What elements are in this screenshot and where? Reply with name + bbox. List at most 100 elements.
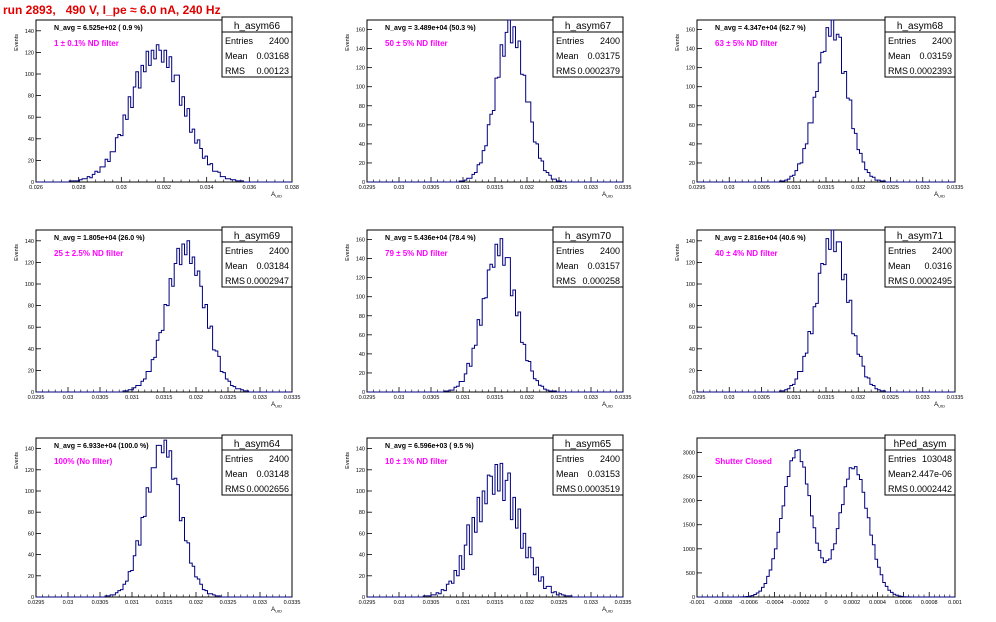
stats-box: h_asym71 Entries 2400 Mean 0.0316 RMS 0.000249…	[884, 226, 956, 288]
stat-value: 0.03184	[256, 261, 289, 271]
histogram-name: h_asym71	[897, 231, 944, 242]
y-tick-label: 140	[356, 447, 365, 453]
stat-value: 0.0003519	[577, 484, 620, 494]
stat-label: Mean	[556, 469, 579, 479]
navg-label: N_avg = 6.525e+02 ( 0.9 %)	[54, 25, 143, 32]
y-tick-label: 60	[28, 115, 34, 121]
x-tick-label: 0.0315	[156, 600, 173, 606]
x-tick-label: 0.0335	[615, 600, 632, 606]
x-tick-label: 0.031	[456, 395, 470, 401]
x-axis-label: AUID	[602, 192, 613, 199]
x-tick-label: 0.033	[584, 185, 598, 191]
stats-box-frame	[552, 16, 624, 78]
stat-label: Entries	[556, 246, 585, 256]
stat-label: Entries	[225, 246, 254, 256]
x-tick-label: 0.033	[916, 185, 930, 191]
filter-annotation: 10 ± 1% ND filter	[385, 457, 448, 466]
filter-annotation: 79 ± 5% ND filter	[385, 249, 448, 258]
x-axis-label: AUID	[271, 402, 282, 409]
x-axis-label: AUID	[271, 607, 282, 614]
stat-label: Mean	[888, 261, 911, 271]
stat-label: RMS	[888, 484, 908, 494]
stats-box-frame	[884, 434, 956, 496]
y-tick-label: 60	[359, 123, 365, 129]
histogram-line	[697, 229, 955, 393]
histogram-line	[36, 439, 292, 598]
histogram-line	[36, 240, 292, 393]
histogram-name: h_asym70	[565, 231, 612, 242]
y-axis-label: Events	[14, 452, 20, 469]
y-tick-label: 40	[359, 553, 365, 559]
y-axis-label: Events	[345, 34, 351, 51]
y-tick-label: 80	[689, 104, 695, 110]
stats-box: h_asym70 Entries 2400 Mean 0.03157 RMS 0.00025…	[552, 226, 624, 288]
stat-value: 2400	[600, 36, 620, 46]
y-axis-label: Events	[14, 34, 20, 51]
y-tick-label: 120	[686, 66, 695, 72]
x-tick-label: 0.032	[520, 395, 534, 401]
x-tick-label: -0.0004	[765, 600, 784, 606]
y-tick-label: 40	[689, 347, 695, 353]
y-tick-label: 60	[689, 325, 695, 331]
y-axis-label: Events	[345, 244, 351, 261]
y-tick-label: 100	[356, 489, 365, 495]
x-tick-label: 0.033	[584, 600, 598, 606]
stats-box: h_asym69 Entries 2400 Mean 0.03184 RMS 0.00029…	[221, 226, 293, 288]
y-tick-label: 120	[25, 260, 34, 266]
x-axis-label: AUID	[934, 402, 945, 409]
stat-value: 0.03175	[587, 51, 620, 61]
x-tick-label: 0.031	[787, 185, 801, 191]
stat-value: 0.0002947	[246, 276, 289, 286]
histogram-panel-h_asym71: 0.0295 0.03 0.0305 0.031 0.0315 0.032 0.0325 0.…	[675, 226, 964, 409]
x-tick-label: 0.0335	[615, 395, 632, 401]
stat-label: Mean	[225, 261, 248, 271]
y-tick-label: 160	[356, 28, 365, 34]
x-tick-label: 0.0295	[359, 600, 376, 606]
x-tick-label: 0.0325	[551, 600, 568, 606]
x-tick-label: 0.031	[456, 600, 470, 606]
x-tick-label: 0.0305	[423, 395, 440, 401]
y-tick-label: 60	[359, 333, 365, 339]
x-tick-label: 0.033	[253, 395, 267, 401]
y-tick-label: 160	[356, 238, 365, 244]
x-tick-label: 0.0335	[947, 185, 964, 191]
filter-annotation: 100% (No filter)	[54, 457, 113, 466]
histogram-panel-h_asym66: 0.026 0.028 0.03 0.032 0.034 0.036 0.038 0 20 40 6…	[14, 16, 299, 199]
x-tick-label: 0.03	[394, 185, 405, 191]
y-tick-label: 0	[692, 595, 695, 601]
histogram-name: h_asym65	[565, 439, 612, 450]
y-tick-label: 120	[25, 468, 34, 474]
y-tick-label: 40	[28, 137, 34, 143]
x-tick-label: 0.036	[242, 185, 256, 191]
navg-label: N_avg = 2.816e+04 (40.6 %)	[715, 235, 806, 242]
stat-value: 2400	[600, 246, 620, 256]
x-tick-label: 0.0315	[487, 395, 504, 401]
x-tick-label: 0.03	[394, 395, 405, 401]
y-tick-label: 20	[359, 161, 365, 167]
y-tick-label: 120	[356, 468, 365, 474]
histogram-line	[367, 238, 623, 393]
histogram-panel-h_asym64: 0.0295 0.03 0.0305 0.031 0.0315 0.032 0.0325 0.…	[14, 434, 300, 614]
x-tick-label: 0.0315	[156, 395, 173, 401]
run-title: run 2893, 490 V, I_pe ≈ 6.0 nA, 240 Hz	[3, 3, 221, 17]
x-tick-label: 0.038	[285, 185, 299, 191]
x-tick-label: 0.0335	[615, 185, 632, 191]
x-tick-label: 0.0008	[921, 600, 938, 606]
y-tick-label: 20	[689, 368, 695, 374]
y-tick-label: 140	[356, 257, 365, 263]
y-tick-label: 140	[25, 447, 34, 453]
stat-label: RMS	[556, 276, 576, 286]
y-tick-label: 100	[686, 282, 695, 288]
x-tick-label: 0.0335	[947, 395, 964, 401]
y-tick-label: 0	[362, 180, 365, 186]
histogram-panel-h_asym67: 0.0295 0.03 0.0305 0.031 0.0315 0.032 0.0325 0.…	[345, 16, 632, 199]
y-tick-label: 120	[25, 50, 34, 56]
stat-value: 0.0316	[924, 261, 952, 271]
y-tick-label: 100	[25, 489, 34, 495]
stat-label: Entries	[888, 36, 917, 46]
stats-box-frame	[884, 226, 956, 288]
stat-value: 2400	[600, 454, 620, 464]
x-tick-label: 0.0325	[220, 395, 237, 401]
histogram-panel-hPed_asym: -0.001 -0.0008 -0.0006 -0.0004 -0.0002 0 0.000…	[683, 434, 962, 606]
x-tick-label: 0.0315	[818, 185, 835, 191]
